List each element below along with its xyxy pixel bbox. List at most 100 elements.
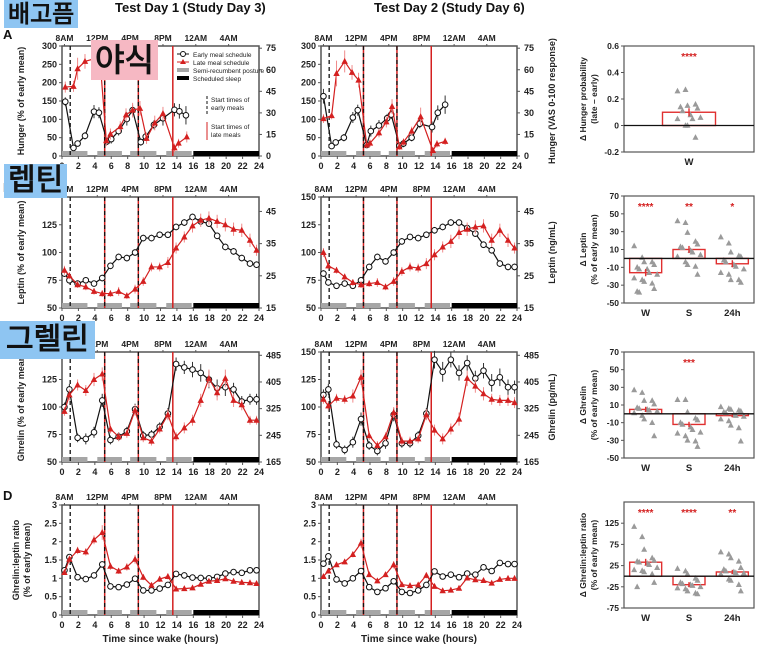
early-point bbox=[349, 575, 357, 582]
x-tick-label: 8 bbox=[384, 467, 389, 477]
early-point bbox=[504, 560, 512, 568]
x-tick-label: 8 bbox=[125, 313, 130, 323]
subject-point bbox=[631, 523, 638, 529]
x-tick-label: 16 bbox=[447, 467, 457, 477]
y-tick-label: 0 bbox=[52, 610, 57, 620]
sleep-band bbox=[451, 151, 517, 156]
x-tick-label: 12 bbox=[414, 620, 424, 630]
late-point bbox=[325, 262, 332, 269]
late-point bbox=[365, 571, 373, 578]
clock-label: 4PM bbox=[121, 339, 138, 349]
y2-tick-label: 245 bbox=[524, 430, 539, 440]
x-tick-label: 16 bbox=[188, 161, 198, 171]
late-point bbox=[140, 434, 147, 441]
y-tick-label: 0.4 bbox=[607, 68, 619, 78]
subject-point bbox=[694, 443, 701, 449]
late-point bbox=[349, 392, 357, 399]
early-point bbox=[496, 260, 504, 267]
early-point bbox=[408, 134, 415, 141]
plot-frame bbox=[61, 351, 260, 463]
y-axis-label: Ghrelin:leptin ratio bbox=[11, 519, 21, 600]
late-point bbox=[81, 57, 89, 64]
subject-point bbox=[649, 397, 656, 403]
early-point bbox=[189, 213, 196, 221]
x-tick-label: 2 bbox=[335, 313, 340, 323]
early-point bbox=[131, 575, 139, 583]
subject-point bbox=[735, 581, 742, 587]
late-series-line bbox=[322, 375, 515, 447]
early-point bbox=[382, 584, 389, 592]
y2-tick-label: 165 bbox=[266, 457, 281, 467]
y-axis-label: Δ Ghrelin bbox=[578, 386, 588, 424]
y-tick-label: 30 bbox=[610, 382, 620, 392]
x-tick-label: 16 bbox=[188, 467, 198, 477]
subject-point bbox=[636, 265, 643, 272]
late-point bbox=[246, 416, 254, 423]
early-point bbox=[230, 248, 237, 255]
chart-A-day1: 0246810121416182022248AM12PM4PM8PM12AM4A… bbox=[16, 33, 276, 171]
y-tick-label: 0 bbox=[614, 121, 619, 131]
late-point bbox=[341, 558, 348, 565]
early-point bbox=[434, 109, 442, 117]
x-tick-label: 6 bbox=[367, 467, 372, 477]
clock-label: 4PM bbox=[380, 184, 397, 194]
early-point bbox=[349, 114, 357, 121]
subject-point bbox=[722, 258, 729, 265]
early-point bbox=[139, 587, 147, 594]
late-point bbox=[238, 226, 245, 233]
early-point bbox=[357, 567, 365, 575]
late-point bbox=[365, 432, 373, 439]
clock-label: 4PM bbox=[380, 33, 397, 43]
overlay-label-late-snack: 야식 bbox=[91, 40, 158, 80]
x-tick-label: 2 bbox=[76, 313, 81, 323]
late-point bbox=[365, 280, 373, 287]
legend-sleep-label: Scheduled sleep bbox=[193, 76, 241, 83]
y-tick-label: 125 bbox=[42, 220, 57, 230]
subject-point bbox=[689, 115, 696, 122]
x-tick-label: 10 bbox=[398, 467, 408, 477]
y-tick-label: 75 bbox=[47, 430, 57, 440]
y2-tick-label: 15 bbox=[524, 303, 534, 313]
posture-band bbox=[166, 151, 192, 156]
panel-letter-d: D bbox=[3, 488, 13, 503]
late-point bbox=[325, 567, 332, 574]
subject-point bbox=[717, 233, 724, 240]
late-point bbox=[181, 424, 188, 431]
late-point bbox=[333, 561, 340, 568]
clock-label: 12AM bbox=[184, 339, 207, 349]
posture-band bbox=[130, 151, 157, 156]
significance-stars: ** bbox=[685, 202, 693, 213]
late-point bbox=[140, 573, 147, 580]
y2-tick-label: 325 bbox=[266, 404, 281, 414]
early-point bbox=[406, 233, 414, 241]
subject-point bbox=[651, 285, 658, 292]
subject-point bbox=[727, 276, 734, 283]
posture-band bbox=[388, 610, 415, 615]
subject-point bbox=[689, 426, 696, 433]
early-point bbox=[332, 139, 340, 146]
legend-posture-swatch bbox=[177, 68, 189, 72]
late-point bbox=[341, 57, 348, 64]
subject-point bbox=[684, 261, 691, 267]
late-point bbox=[488, 395, 495, 402]
x-tick-label: 24 bbox=[512, 313, 522, 323]
late-point bbox=[115, 287, 122, 294]
y-tick-label: 200 bbox=[42, 78, 57, 88]
y-tick-label: 150 bbox=[42, 96, 57, 106]
y-tick-label: 100 bbox=[301, 402, 316, 412]
subject-point bbox=[674, 217, 681, 224]
late-point bbox=[189, 584, 196, 591]
y-tick-label: 50 bbox=[610, 365, 620, 375]
panel-letter-a: A bbox=[3, 27, 13, 42]
x-tick-label: 0 bbox=[318, 161, 323, 171]
y-tick-label: 0.6 bbox=[607, 41, 619, 51]
subject-point bbox=[727, 248, 734, 255]
y-tick-label: 70 bbox=[610, 347, 620, 357]
x-tick-label: 14 bbox=[172, 313, 182, 323]
subject-point bbox=[684, 437, 691, 443]
early-point bbox=[189, 574, 196, 581]
early-point bbox=[357, 415, 365, 423]
chart-C-delta: -50 -30 -10 10 30 50 70 Δ Ghrelin (% of early me… bbox=[578, 347, 755, 474]
late-point bbox=[189, 416, 196, 423]
